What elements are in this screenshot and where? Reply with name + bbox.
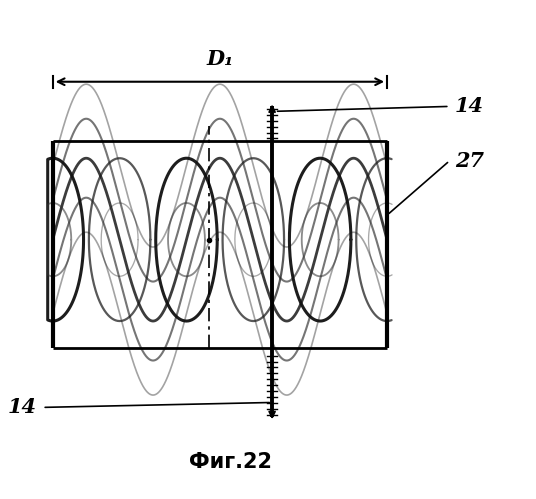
Text: D₁: D₁ — [206, 49, 234, 69]
Text: 27: 27 — [455, 151, 484, 171]
Text: 14: 14 — [8, 397, 37, 417]
Text: 14: 14 — [455, 96, 484, 116]
Text: Фиг.22: Фиг.22 — [189, 452, 272, 472]
